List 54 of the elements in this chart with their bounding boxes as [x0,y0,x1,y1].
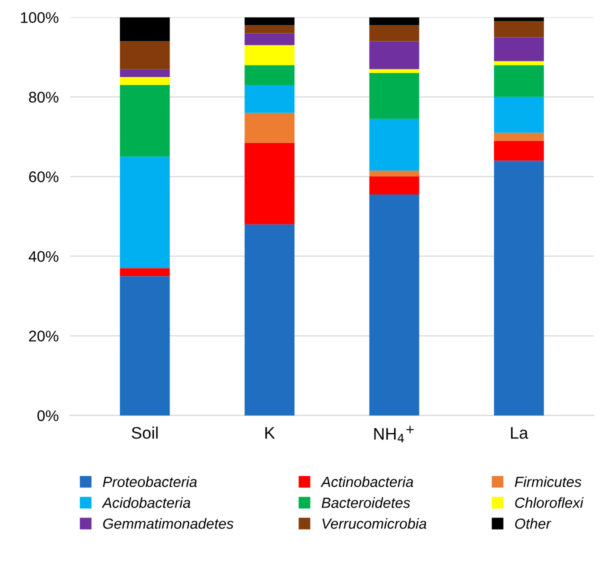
bar [369,69,420,74]
x-tick-label: Soil [132,426,158,439]
bar [120,84,170,157]
bar [494,140,544,161]
x-tick-label: NH$_{4}$$^{+}$ [374,426,414,442]
y-tick-label: 20% [29,330,58,342]
bar [494,37,544,62]
y-tick-label: 80% [29,92,58,103]
y-tick-label: 60% [29,171,58,182]
legend-label: Firmicutes [514,476,582,488]
bar [244,17,294,26]
bar [494,132,544,141]
bar [494,160,544,416]
bar [120,156,170,268]
y-tick-label: 0% [37,410,58,422]
bar [494,17,544,22]
bar [244,33,294,46]
bar [494,61,544,66]
legend-label: Actinobacteria [320,476,414,488]
legend-label: Acidobacteria [102,497,190,508]
y-tick-label: 100% [21,12,58,23]
legend-label: Chloroflexi [515,497,584,508]
y-tick-label: 40% [28,251,58,262]
bar [120,276,170,416]
bar [369,170,420,177]
x-tick-label: La [511,427,528,439]
bar [120,69,170,78]
legend-label: Proteobacteria [102,476,197,488]
bar [369,194,420,416]
bar [369,176,420,194]
bar [494,96,544,133]
bar [244,25,294,34]
bar [494,65,544,97]
bar [369,25,420,42]
bar [369,17,420,26]
bar [369,73,420,119]
bar [244,84,294,113]
bar [244,112,294,143]
legend-label: Bacteroidetes [322,497,410,508]
bar [120,268,170,276]
bar [244,65,294,85]
bar [120,77,170,85]
bar [244,224,294,416]
bar [244,142,294,224]
legend-label: Gemmatimonadetes [103,518,234,529]
bar [369,118,420,171]
bar [244,45,294,66]
x-tick-label: K [265,427,275,439]
legend-label: Verrucomicrobia [322,518,426,529]
legend-label: Other [515,518,552,529]
bar [369,41,420,70]
bar [120,17,170,42]
bar [120,41,170,70]
bar [494,21,544,38]
